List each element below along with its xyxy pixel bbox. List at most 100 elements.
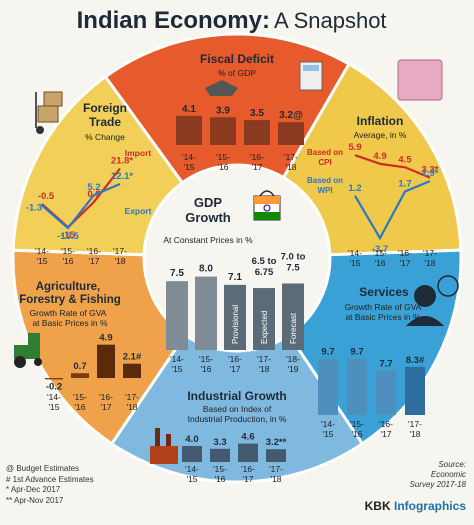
trolley-boxes-icon <box>35 91 63 134</box>
industrial-tick-label: '15-'16 <box>213 464 227 484</box>
inflation-legend-label-2: CPI <box>318 158 331 167</box>
gdp-tick-label-start: '16- <box>228 354 242 364</box>
fiscal-tick-label-start: '14- <box>182 152 196 162</box>
gdp-tick-label-start: '14- <box>170 354 184 364</box>
agri-tick-label-start: '14- <box>47 392 61 402</box>
services-tick-label: '14-'15 <box>321 419 335 439</box>
foreign-tick-label-start: '14- <box>35 246 49 256</box>
gdp-tick-label-start: '17- <box>257 354 271 364</box>
inflation-tick-label: '15-'16 <box>373 248 387 268</box>
box-1 <box>37 105 59 123</box>
gdp-tick-label-start: '18- <box>286 354 300 364</box>
flag-saffron <box>254 196 280 204</box>
page-title-bold: Indian Economy: <box>77 7 270 34</box>
fiscal-subtitle: % of GDP <box>218 68 256 78</box>
agri-tick-label: '17-'18 <box>125 392 139 412</box>
services-value-label: 7.7 <box>379 358 392 369</box>
brand-name: KBK <box>364 499 394 513</box>
gdp-bar <box>195 276 217 350</box>
gdp-tick-label-end: '15 <box>171 364 182 374</box>
services-subtitle-2: at Basic Prices in % <box>345 312 421 322</box>
fiscal-tick-label: '14-'15 <box>182 152 196 172</box>
inflation-tick-label-end: '18 <box>424 258 435 268</box>
inflation-tick-label-start: '16- <box>398 248 412 258</box>
services-value-label: 8.3# <box>406 355 425 366</box>
foreign-point-label: 5.2 <box>87 182 100 193</box>
agri-tick-label: '14-'15 <box>47 392 61 412</box>
source-note: Source: Economic Survey 2017-18 <box>410 460 466 490</box>
note-roll <box>397 59 443 101</box>
gdp-tick-label-end: '19 <box>287 364 298 374</box>
gdp-value-label-2: 6.75 <box>255 267 274 278</box>
agri-value-label: 0.7 <box>73 361 86 372</box>
inflation-legend-label-2: WPI <box>317 186 332 195</box>
fiscal-tick-label: '15-'16 <box>216 152 230 172</box>
inflation-point-label: 1.7 <box>398 178 411 189</box>
flag-chakra <box>263 204 271 212</box>
fiscal-title: Fiscal Deficit <box>200 52 274 66</box>
inflation-point-label: 3.3* <box>422 165 439 176</box>
agri-tick-label-start: '16- <box>99 392 113 402</box>
source-line: Survey 2017-18 <box>409 480 466 489</box>
services-tick-label-start: '14- <box>321 419 335 429</box>
foreign-tick-label: '14-'15 <box>35 246 49 266</box>
industrial-bar <box>266 449 286 462</box>
fiscal-bar <box>278 122 304 145</box>
tractor-wheel-rear <box>14 356 26 368</box>
agri-tick-label-start: '15- <box>73 392 87 402</box>
footnote: ** Apr-Nov 2017 <box>6 495 64 505</box>
foreign-title: Foreign <box>83 101 127 115</box>
trolley-wheel <box>36 126 44 134</box>
services-tick-label-start: '17- <box>408 419 422 429</box>
source-label: Source: <box>438 460 466 469</box>
industrial-value-label: 4.0 <box>185 434 198 445</box>
source-line: Economic <box>430 470 466 479</box>
services-tick-label-end: '17 <box>380 429 391 439</box>
foreign-tick-label-start: '17- <box>113 246 127 256</box>
globe-icon <box>437 275 459 297</box>
industrial-value-label: 4.6 <box>241 432 254 443</box>
inflation-point-label: 4.9 <box>373 151 386 162</box>
gdp-value-label: 7.1 <box>228 272 242 283</box>
calc-screen <box>303 65 319 71</box>
factory-chimney <box>155 428 160 446</box>
gdp-value-label: 7.0 to <box>281 251 306 262</box>
foreign-point-label: 12.1* <box>111 171 133 182</box>
flag-green <box>254 212 280 220</box>
fiscal-tick-label-end: '18 <box>285 162 296 172</box>
gdp-tick-label: '15-'16 <box>199 354 213 374</box>
fiscal-tick-label-start: '16- <box>250 152 264 162</box>
industrial-bar <box>238 443 258 462</box>
agri-bar <box>71 373 89 378</box>
agri-value-label: 4.9 <box>99 333 112 344</box>
foreign-tick-label-end: '18 <box>114 256 125 266</box>
agri-tick-label-end: '15 <box>48 402 59 412</box>
services-tick-label: '16-'17 <box>379 419 393 439</box>
foreign-tick-label: '17-'18 <box>113 246 127 266</box>
gdp-bar <box>166 281 188 350</box>
agri-tick-label-end: '16 <box>74 402 85 412</box>
gdp-bar <box>253 288 275 350</box>
gdp-tick-label-end: '18 <box>258 364 269 374</box>
agri-tick-label-start: '17- <box>125 392 139 402</box>
fiscal-value-label: 4.1 <box>182 104 196 115</box>
inflation-point-label: 2.9* <box>422 168 439 179</box>
gdp-tick-label-end: '17 <box>229 364 240 374</box>
tractor-icon <box>14 333 42 368</box>
industrial-tick-label: '17-'18 <box>269 464 283 484</box>
agri-tick-label-end: '17 <box>100 402 111 412</box>
fiscal-tick-label: '17-'18 <box>284 152 298 172</box>
foreign-point-label: -1.3 <box>26 202 42 213</box>
services-value-label: 9.7 <box>350 347 363 358</box>
gdp-tick-label: '18-'19 <box>286 354 300 374</box>
inflation-tick-label-start: '14- <box>348 248 362 258</box>
agri-title-2: Forestry & Fishing <box>19 294 121 306</box>
inflation-point-label: -3.7 <box>372 244 388 255</box>
industrial-tick-label: '14-'15 <box>185 464 199 484</box>
foreign-legend-label: Import <box>125 148 152 158</box>
gdp-bar-note: Expected <box>260 311 269 344</box>
inflation-tick-label: '14-'15 <box>348 248 362 268</box>
industrial-value-label: 3.2** <box>266 437 287 448</box>
gdp-subtitle: At Constant Prices in % <box>163 235 253 245</box>
